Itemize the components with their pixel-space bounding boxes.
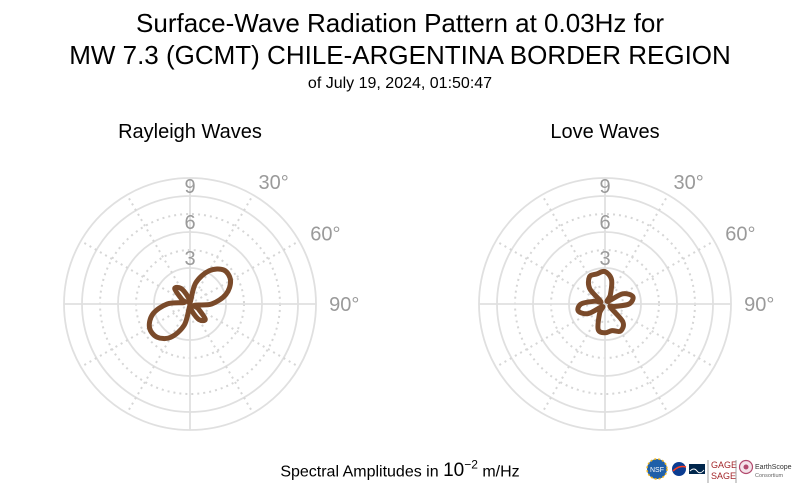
footer-base: 10−2 (443, 458, 478, 482)
angle-tick-label: 60° (725, 223, 755, 245)
nsf-logo: NSF (646, 458, 668, 480)
gage-sage-logo: GAGE SAGE (711, 460, 737, 481)
radial-tick-label: 9 (184, 176, 195, 198)
rayleigh-panel: Rayleigh Waves 3 6 9 30° 60° 90° (63, 121, 359, 431)
angle-tick-label: 90° (329, 294, 359, 316)
sponsor-logos: NSF GAGE SAGE EarthScope Consortium (646, 458, 792, 483)
svg-text:EarthScope: EarthScope (755, 464, 792, 471)
usgs-logo (689, 464, 705, 474)
angle-tick-label: 60° (310, 223, 340, 245)
radial-tick-label: 6 (599, 212, 610, 234)
love-panel: Love Waves 3 6 9 30° 60° 90° (478, 121, 774, 431)
chart-subtitle: of July 19, 2024, 01:50:47 (307, 75, 493, 92)
svg-text:GAGE: GAGE (711, 460, 737, 470)
radial-tick-label: 3 (599, 248, 610, 270)
nasa-logo (672, 462, 687, 476)
footer-text-before: Spectral Amplitudes in (280, 463, 444, 481)
svg-text:Consortium: Consortium (755, 473, 784, 479)
angle-tick-label: 30° (259, 172, 289, 194)
radiation-pattern-line (146, 266, 234, 342)
footer-exponent: −2 (464, 458, 478, 472)
panel-title: Rayleigh Waves (118, 121, 262, 143)
angle-tick-label: 30° (674, 172, 704, 194)
svg-text:SAGE: SAGE (711, 471, 736, 481)
radial-tick-label: 6 (184, 212, 195, 234)
panel-title: Love Waves (550, 121, 659, 143)
angle-tick-label: 90° (744, 294, 774, 316)
radial-tick-label: 3 (184, 248, 195, 270)
chart-title-line2: MW 7.3 (GCMT) CHILE-ARGENTINA BORDER REG… (69, 40, 731, 70)
svg-text:NSF: NSF (650, 467, 664, 474)
radiation-pattern-line (575, 268, 636, 336)
radial-tick-label: 9 (599, 176, 610, 198)
chart-title-line1: Surface-Wave Radiation Pattern at 0.03Hz… (136, 8, 664, 38)
amplitude-units-caption: Spectral Amplitudes in 10−2 m/Hz (0, 453, 800, 484)
earthscope-logo: EarthScope Consortium (738, 459, 792, 479)
footer-text-after: m/Hz (477, 463, 520, 481)
